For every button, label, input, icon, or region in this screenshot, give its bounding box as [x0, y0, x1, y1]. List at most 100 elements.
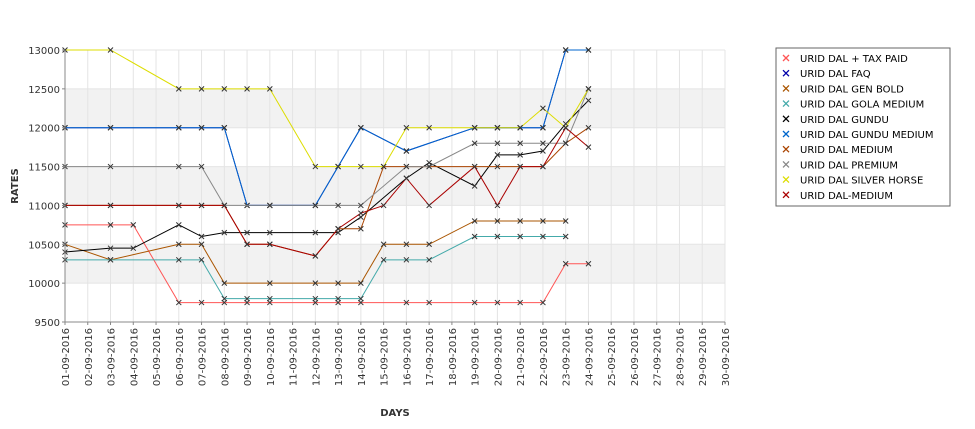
y-tick-label: 11500 — [28, 163, 60, 174]
x-tick-label: 15-09-2016 — [380, 328, 391, 386]
data-point-marker — [562, 233, 569, 240]
data-point-marker — [175, 86, 182, 92]
plot-band — [65, 205, 725, 245]
data-point-marker — [266, 202, 273, 209]
data-point-marker — [198, 241, 205, 248]
plot-band — [65, 244, 725, 284]
x-axis-ticks: 01-09-2016 02-09-2016 03-09-2016 04-09-2016… — [61, 322, 732, 386]
legend-marker — [782, 115, 790, 123]
data-point-marker — [471, 183, 478, 189]
data-point-marker — [358, 124, 364, 131]
data-point-marker — [312, 253, 319, 259]
data-point-marker — [471, 218, 478, 224]
data-point-marker — [585, 124, 592, 131]
data-point-marker — [494, 140, 501, 147]
data-point-marker — [312, 295, 319, 302]
x-tick-label: 18-09-2016 — [448, 328, 459, 386]
data-point-marker — [380, 256, 387, 263]
data-point-marker — [471, 124, 478, 131]
data-point-marker — [562, 260, 569, 267]
data-point-marker — [358, 163, 364, 170]
x-tick-label: 25-09-2016 — [607, 328, 618, 386]
data-point-marker — [130, 222, 137, 228]
data-point-marker — [426, 202, 432, 209]
series-10 — [62, 124, 592, 259]
x-tick-label: 16-09-2016 — [402, 328, 413, 386]
data-point-marker — [221, 124, 228, 131]
x-tick-label: 05-09-2016 — [152, 328, 163, 386]
data-point-marker — [266, 280, 273, 286]
plot-background — [65, 50, 725, 322]
data-point-marker — [335, 225, 341, 232]
x-tick-label: 27-09-2016 — [653, 328, 664, 386]
data-point-marker — [562, 124, 569, 131]
y-tick-label: 10500 — [28, 240, 60, 251]
data-point-marker — [175, 299, 182, 306]
series-4 — [62, 233, 569, 302]
x-tick-label: 28-09-2016 — [675, 328, 686, 386]
data-point-marker — [335, 295, 341, 302]
data-point-marker — [198, 163, 205, 170]
x-tick-label: 22-09-2016 — [539, 328, 550, 386]
data-point-marker — [494, 299, 501, 306]
x-tick-label: 19-09-2016 — [471, 328, 482, 386]
data-point-marker — [175, 222, 182, 228]
y-tick-label: 11000 — [28, 201, 60, 212]
y-axis-ticks: 9500 10000 10500 11000 11500 12000 12500 13000 — [28, 46, 65, 329]
data-point-marker — [403, 175, 410, 182]
x-tick-label: 11-09-2016 — [289, 328, 300, 386]
series-5 — [62, 97, 592, 255]
x-tick-label: 21-09-2016 — [516, 328, 527, 386]
data-point-marker — [471, 140, 478, 147]
data-point-marker — [358, 225, 364, 232]
legend-marker — [782, 191, 790, 199]
data-point-marker — [175, 124, 182, 131]
data-point-marker — [221, 280, 228, 286]
data-point-marker — [471, 163, 478, 170]
x-tick-label: 06-09-2016 — [175, 328, 186, 386]
data-point-marker — [585, 86, 592, 92]
data-point-marker — [494, 124, 501, 131]
legend-marker — [782, 145, 790, 153]
data-point-marker — [175, 241, 182, 248]
grid-lines — [64, 49, 726, 323]
data-point-marker — [403, 299, 410, 306]
x-tick-label: 02-09-2016 — [84, 328, 95, 386]
data-point-marker — [244, 241, 250, 248]
data-point-marker — [494, 163, 501, 170]
y-axis-title: RATES — [10, 168, 21, 204]
x-tick-label: 03-09-2016 — [107, 328, 118, 386]
x-tick-label: 13-09-2016 — [334, 328, 345, 386]
legend-entry: URID DAL SILVER HORSE — [800, 176, 923, 187]
series-layer — [62, 47, 592, 306]
data-point-marker — [403, 163, 410, 170]
legend-marker — [782, 69, 790, 77]
data-point-marker — [130, 245, 137, 252]
data-point-marker — [335, 163, 341, 170]
legend-marker — [782, 54, 790, 62]
series-8 — [62, 86, 592, 209]
data-point-marker — [107, 47, 114, 53]
data-point-marker — [198, 202, 205, 209]
x-tick-label: 04-09-2016 — [129, 328, 140, 386]
legend-marker — [782, 160, 790, 168]
data-point-marker — [585, 97, 592, 104]
data-point-marker — [312, 202, 319, 209]
x-axis-title: DAYS — [380, 408, 410, 419]
series-3 — [62, 218, 569, 286]
data-point-marker — [335, 280, 341, 286]
data-point-marker — [335, 202, 341, 209]
legend-entry: URID DAL GUNDU — [800, 115, 889, 126]
series-9 — [62, 47, 592, 170]
legend-entry: URID DAL GUNDU MEDIUM — [800, 130, 934, 141]
data-point-marker — [540, 218, 546, 224]
y-tick-label: 12000 — [28, 124, 60, 135]
data-point-marker — [198, 233, 205, 240]
legend-marker — [782, 100, 790, 108]
legend-marker — [782, 84, 790, 92]
data-point-marker — [107, 124, 114, 131]
data-point-marker — [358, 202, 364, 209]
data-point-marker — [380, 202, 387, 209]
legend-entry: URID DAL GOLA MEDIUM — [800, 100, 924, 111]
data-point-marker — [403, 148, 410, 154]
